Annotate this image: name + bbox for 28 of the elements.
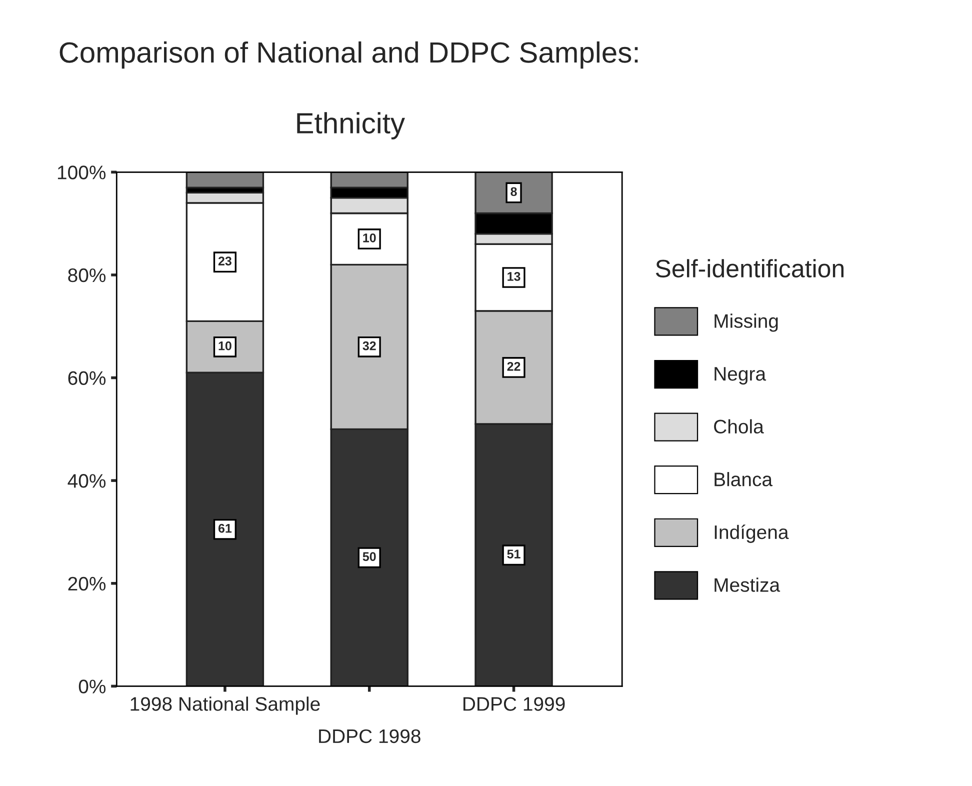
chart-subtitle: Ethnicity <box>297 112 405 140</box>
data-label: 61 <box>218 524 232 533</box>
y-tick-label: 0% <box>78 680 106 694</box>
data-label: 10 <box>218 341 232 350</box>
legend-label: Mestiza <box>714 578 780 592</box>
data-label: 10 <box>363 233 376 242</box>
chart-title: Comparison of National and DDPC Samples: <box>60 41 638 69</box>
data-label: 50 <box>362 552 376 562</box>
y-tick-label: 60% <box>68 371 106 385</box>
y-tick-label: 40% <box>68 474 106 488</box>
legend-label: Indígena <box>714 524 789 543</box>
legend-label: Negra <box>714 367 766 385</box>
x-tick-label: DDPC 1998 <box>319 729 420 744</box>
y-tick-label: 20% <box>68 576 106 591</box>
data-label: 51 <box>507 550 520 558</box>
legend-label: Blanca <box>714 472 773 486</box>
data-label: 13 <box>508 272 520 281</box>
y-tick-label: 100% <box>58 166 106 180</box>
data-label: 32 <box>362 341 376 350</box>
x-tick-label: 1998 National Sample <box>130 696 320 715</box>
y-tick-label: 80% <box>68 268 106 282</box>
data-label: 8 <box>510 187 517 196</box>
data-label: 23 <box>218 256 232 266</box>
legend-title: Self-identification <box>656 259 844 278</box>
data-label: 22 <box>507 362 520 371</box>
x-tick-label: DDPC 1999 <box>463 697 565 711</box>
legend-label: Chola <box>714 419 764 434</box>
legend-label: Missing <box>714 314 778 332</box>
